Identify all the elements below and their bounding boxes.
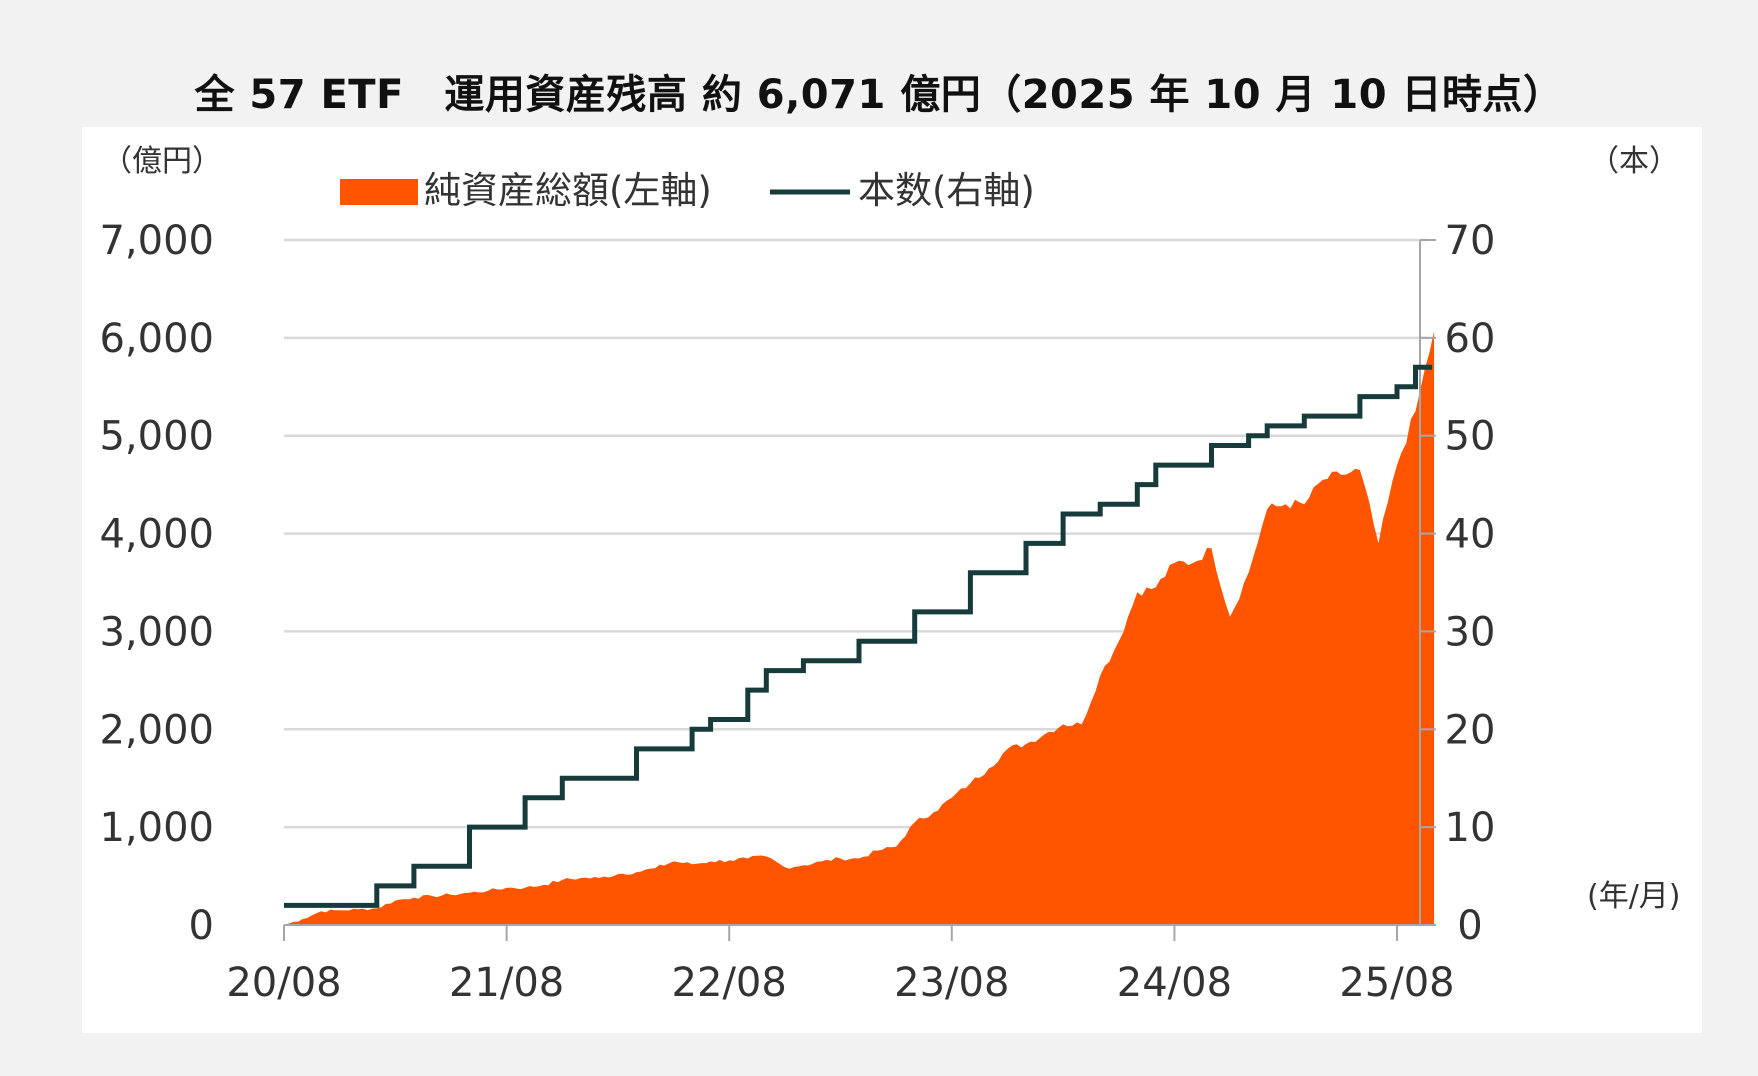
right-tick-label: 70	[1445, 218, 1496, 264]
legend-swatch-area	[340, 179, 418, 205]
right-axis-unit: （本）	[1589, 144, 1679, 179]
x-tick-label: 23/08	[894, 960, 1009, 1006]
left-tick-label: 0	[189, 903, 214, 949]
left-tick-label: 5,000	[99, 414, 214, 460]
line-series	[284, 364, 1433, 908]
left-tick-label: 4,000	[99, 512, 214, 558]
gridlines	[284, 238, 1428, 829]
legend: 純資産総額(左軸) 本数(右軸)	[340, 169, 1035, 212]
right-tick-label: 30	[1445, 609, 1496, 655]
chart-panel: 0 0 1,000 10 2,000 20 3,000 30 4,000 40 5,000 50 6,0…	[82, 127, 1702, 1033]
left-tick-label: 3,000	[99, 609, 214, 655]
right-tick-label: 20	[1445, 707, 1496, 753]
x-axis-unit: (年/月)	[1587, 879, 1681, 914]
left-tick-label: 6,000	[99, 316, 214, 362]
tick-labels: 0 0 1,000 10 2,000 20 3,000 30 4,000 40 5,000 50 6,0…	[99, 218, 1495, 1006]
right-tick-label: 40	[1445, 512, 1496, 558]
legend-label-area: 純資産総額(左軸)	[424, 169, 712, 212]
axes	[283, 239, 1436, 941]
right-tick-label: 0	[1457, 903, 1482, 949]
left-tick-label: 1,000	[99, 805, 214, 851]
x-tick-label: 24/08	[1117, 960, 1232, 1006]
right-tick-label: 50	[1445, 414, 1496, 460]
right-tick-label: 10	[1445, 805, 1496, 851]
chart-svg: 0 0 1,000 10 2,000 20 3,000 30 4,000 40 5,000 50 6,0…	[99, 144, 1681, 1006]
left-tick-label: 7,000	[99, 218, 214, 264]
fund-count-line	[284, 364, 1433, 908]
legend-label-line: 本数(右軸)	[858, 169, 1035, 212]
chart-title: 全 57 ETF 運用資産残高 約 6,071 億円（2025 年 10 月 1…	[194, 72, 1564, 118]
area-series	[284, 330, 1435, 925]
right-tick-label: 60	[1445, 316, 1496, 362]
x-tick-label: 22/08	[672, 960, 787, 1006]
net-assets-area	[284, 330, 1435, 925]
x-tick-label: 25/08	[1339, 960, 1454, 1006]
x-tick-label: 20/08	[226, 960, 341, 1006]
left-tick-label: 2,000	[99, 707, 214, 753]
left-axis-unit: （億円）	[102, 144, 222, 179]
x-tick-label: 21/08	[449, 960, 564, 1006]
